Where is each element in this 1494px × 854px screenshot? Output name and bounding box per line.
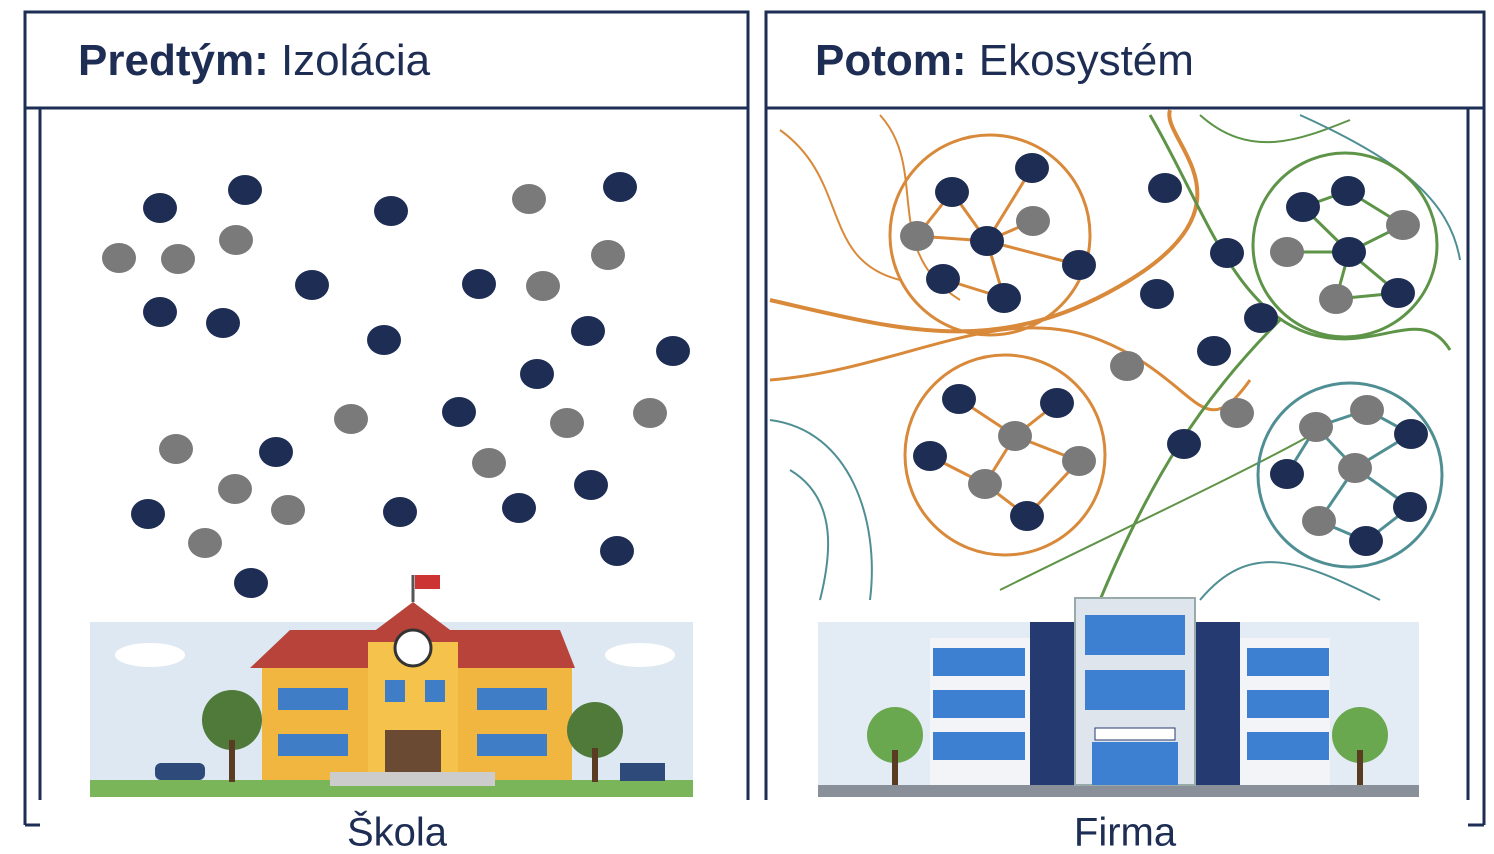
- dot: [1220, 398, 1254, 428]
- dot: [188, 528, 222, 558]
- title-bold: Potom:: [815, 36, 967, 85]
- dot: [383, 497, 417, 527]
- title-rest: Ekosystém: [979, 36, 1194, 85]
- dot: [913, 441, 947, 471]
- illustration: Predtým: Izolácia Potom: Ekosystém Škola: [0, 0, 1494, 854]
- school: [90, 575, 693, 797]
- dot: [935, 177, 969, 207]
- dot: [228, 175, 262, 205]
- curve: [770, 110, 1197, 331]
- dot: [1244, 303, 1278, 333]
- dot: [1299, 412, 1333, 442]
- dot: [1062, 250, 1096, 280]
- left-title: Predtým: Izolácia: [78, 36, 431, 85]
- curve: [770, 328, 1250, 410]
- dot: [1016, 206, 1050, 236]
- dot: [1386, 210, 1420, 240]
- dot: [259, 437, 293, 467]
- dot: [574, 470, 608, 500]
- dot: [102, 243, 136, 273]
- dot: [656, 336, 690, 366]
- dot: [1148, 173, 1182, 203]
- dot: [1381, 278, 1415, 308]
- dot: [571, 316, 605, 346]
- dot: [462, 269, 496, 299]
- title-bold: Predtým:: [78, 36, 269, 85]
- dot: [161, 244, 195, 274]
- dot: [550, 408, 584, 438]
- dot: [1040, 388, 1074, 418]
- dot: [1286, 192, 1320, 222]
- dot: [442, 397, 476, 427]
- label-company: Firma: [1074, 811, 1177, 854]
- curve: [780, 130, 900, 280]
- dot: [998, 421, 1032, 451]
- dot: [926, 264, 960, 294]
- dot: [1338, 453, 1372, 483]
- dot: [968, 469, 1002, 499]
- dot: [1167, 429, 1201, 459]
- dot: [1331, 176, 1365, 206]
- dot: [900, 221, 934, 251]
- dot: [633, 398, 667, 428]
- dot: [374, 196, 408, 226]
- dot: [1015, 153, 1049, 183]
- dot: [512, 184, 546, 214]
- dot: [987, 283, 1021, 313]
- dot: [526, 271, 560, 301]
- dot: [234, 568, 268, 598]
- dot: [1062, 446, 1096, 476]
- dot: [143, 193, 177, 223]
- curve: [1000, 430, 1320, 590]
- dot: [271, 495, 305, 525]
- dot: [295, 270, 329, 300]
- dot: [159, 434, 193, 464]
- dot: [367, 325, 401, 355]
- dot: [1350, 395, 1384, 425]
- dot: [970, 226, 1004, 256]
- dot: [1302, 506, 1336, 536]
- dot: [1319, 284, 1353, 314]
- dot: [1393, 492, 1427, 522]
- dot: [143, 297, 177, 327]
- company: [818, 598, 1419, 797]
- dot: [1110, 351, 1144, 381]
- dot: [603, 172, 637, 202]
- dot: [131, 499, 165, 529]
- dot: [1197, 336, 1231, 366]
- dot: [1010, 501, 1044, 531]
- dot: [520, 359, 554, 389]
- curve: [770, 420, 872, 600]
- dot: [1140, 279, 1174, 309]
- dot: [1210, 238, 1244, 268]
- dot: [219, 225, 253, 255]
- dot: [942, 384, 976, 414]
- dot: [334, 404, 368, 434]
- dot: [1332, 237, 1366, 267]
- label-school: Škola: [347, 810, 448, 854]
- curve: [790, 470, 828, 600]
- dot: [218, 474, 252, 504]
- dot: [1270, 459, 1304, 489]
- title-rest: Izolácia: [281, 36, 431, 85]
- dot: [1394, 419, 1428, 449]
- dot: [1270, 237, 1304, 267]
- dot: [502, 493, 536, 523]
- right-title: Potom: Ekosystém: [815, 36, 1194, 85]
- dot: [206, 308, 240, 338]
- dot: [472, 448, 506, 478]
- dot: [591, 240, 625, 270]
- dot: [600, 536, 634, 566]
- dot: [1349, 526, 1383, 556]
